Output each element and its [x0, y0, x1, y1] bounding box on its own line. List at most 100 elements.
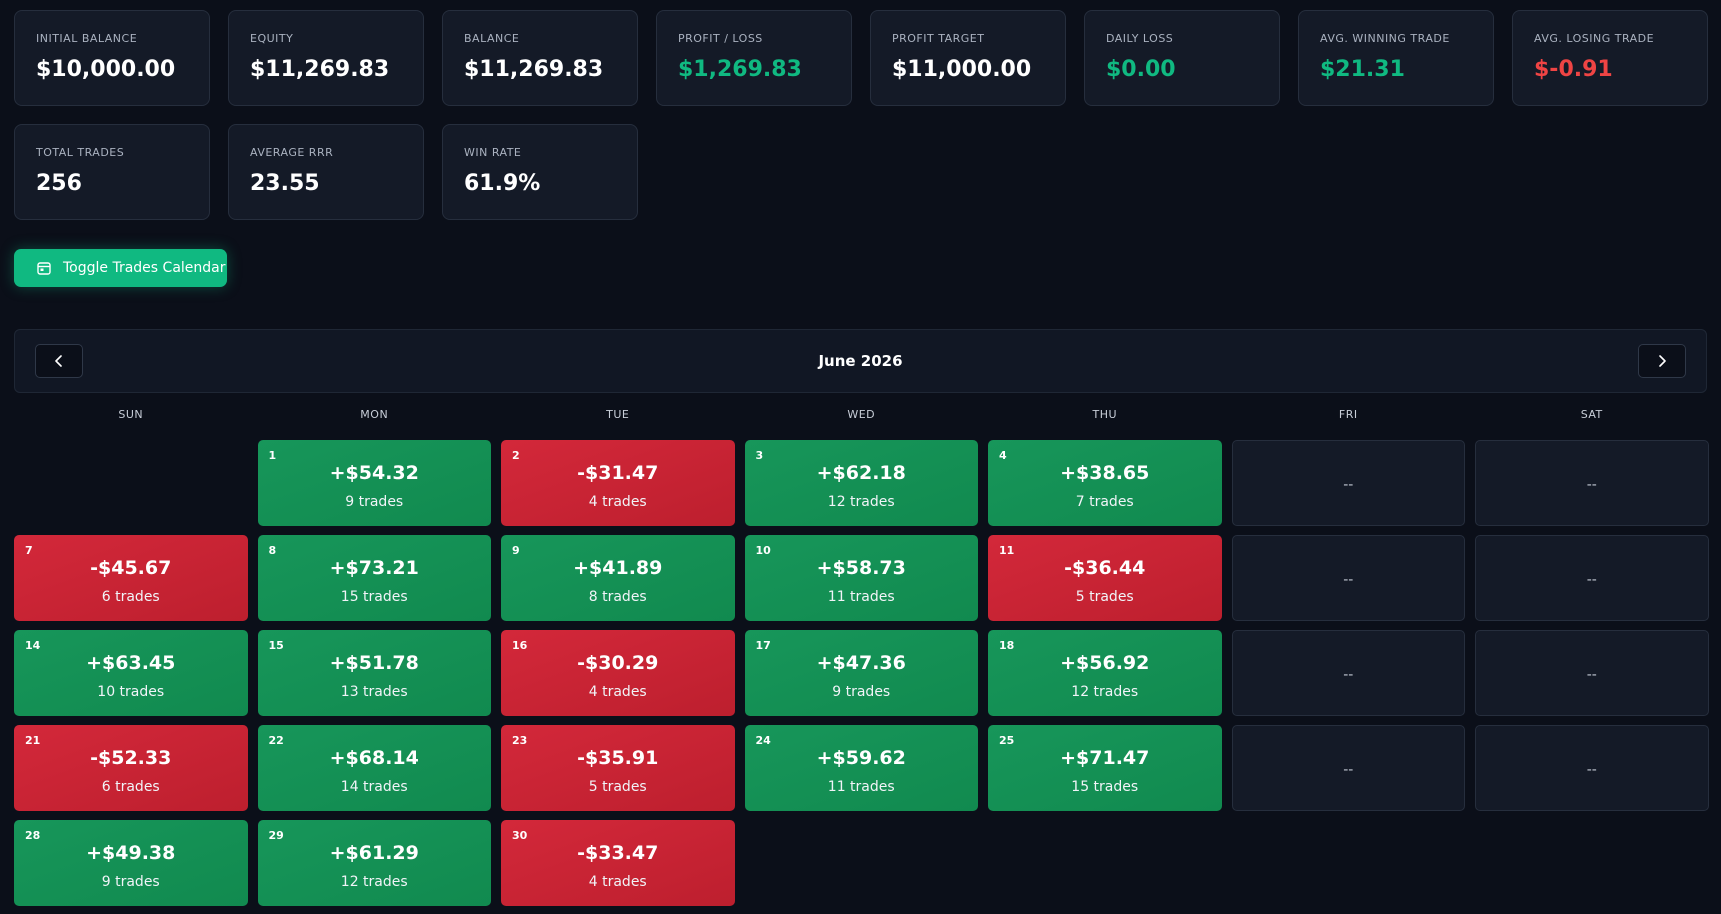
- stat-value: $1,269.83: [678, 57, 802, 82]
- calendar-day-no-trades[interactable]: --: [1475, 725, 1709, 811]
- calendar-day-loss[interactable]: 7 -$45.67 6 trades: [14, 535, 248, 621]
- day-pnl: +$38.65: [1060, 462, 1150, 484]
- day-trade-count: 4 trades: [588, 874, 647, 890]
- stat-label: TOTAL TRADES: [36, 146, 125, 159]
- stat-card-avg-losing-trade: AVG. LOSING TRADE $-0.91: [1512, 10, 1708, 106]
- next-month-button[interactable]: [1638, 344, 1686, 378]
- calendar-day-loss[interactable]: 21 -$52.33 6 trades: [14, 725, 248, 811]
- stat-label: PROFIT / LOSS: [678, 32, 763, 45]
- day-pnl: -$33.47: [577, 842, 659, 864]
- calendar-day-profit[interactable]: 18 +$56.92 12 trades: [988, 630, 1222, 716]
- prev-month-button[interactable]: [35, 344, 83, 378]
- calendar-day-profit[interactable]: 14 +$63.45 10 trades: [14, 630, 248, 716]
- toggle-trades-calendar-button[interactable]: Toggle Trades Calendar: [14, 249, 227, 287]
- day-trade-count: 13 trades: [340, 684, 408, 700]
- calendar-day-profit[interactable]: 24 +$59.62 11 trades: [744, 725, 978, 811]
- calendar-day-profit[interactable]: 9 +$41.89 8 trades: [501, 535, 735, 621]
- day-number: 4: [999, 449, 1007, 462]
- calendar-day-profit[interactable]: 4 +$38.65 7 trades: [988, 440, 1222, 526]
- stat-card-win-rate: WIN RATE 61.9%: [442, 124, 638, 220]
- stat-card-initial-balance: INITIAL BALANCE $10,000.00: [14, 10, 210, 106]
- calendar-day-profit[interactable]: 28 +$49.38 9 trades: [14, 820, 248, 906]
- no-trades-placeholder: --: [1343, 667, 1354, 683]
- day-number: 15: [268, 639, 284, 652]
- calendar-day-profit[interactable]: 8 +$73.21 15 trades: [257, 535, 491, 621]
- calendar-day-loss[interactable]: 30 -$33.47 4 trades: [501, 820, 735, 906]
- day-trade-count: 10 trades: [97, 684, 165, 700]
- calendar-day-no-trades[interactable]: --: [1231, 440, 1465, 526]
- day-pnl: -$45.67: [90, 557, 172, 579]
- stat-value: $0.00: [1106, 57, 1176, 82]
- calendar-day-loss[interactable]: 11 -$36.44 5 trades: [988, 535, 1222, 621]
- calendar-day-no-trades[interactable]: --: [1231, 535, 1465, 621]
- day-trade-count: 15 trades: [340, 589, 408, 605]
- day-number: 1: [268, 449, 277, 462]
- calendar-day-profit[interactable]: 29 +$61.29 12 trades: [257, 820, 491, 906]
- weekday-label: MON: [360, 408, 389, 421]
- day-number: 28: [25, 829, 41, 842]
- day-trade-count: 6 trades: [101, 779, 160, 795]
- stat-value: $11,269.83: [250, 57, 390, 82]
- weekday-label: WED: [847, 408, 876, 421]
- stat-label: WIN RATE: [464, 146, 522, 159]
- toggle-button-label: Toggle Trades Calendar: [63, 260, 226, 276]
- calendar-day-profit[interactable]: 15 +$51.78 13 trades: [257, 630, 491, 716]
- day-number: 10: [755, 544, 771, 557]
- day-number: 29: [268, 829, 284, 842]
- day-trade-count: 4 trades: [588, 494, 647, 510]
- calendar-day-profit[interactable]: 17 +$47.36 9 trades: [744, 630, 978, 716]
- calendar-day-loss[interactable]: 16 -$30.29 4 trades: [501, 630, 735, 716]
- day-trade-count: 12 trades: [340, 874, 408, 890]
- day-number: 18: [999, 639, 1015, 652]
- day-number: 11: [999, 544, 1015, 557]
- day-pnl: +$47.36: [816, 652, 906, 674]
- day-number: 3: [755, 449, 764, 462]
- calendar-day-profit[interactable]: 1 +$54.32 9 trades: [257, 440, 491, 526]
- calendar-day-no-trades[interactable]: --: [1231, 725, 1465, 811]
- day-trade-count: 5 trades: [588, 779, 647, 795]
- day-number: 22: [268, 734, 284, 747]
- day-pnl: +$71.47: [1060, 747, 1150, 769]
- stat-value: 23.55: [250, 171, 320, 196]
- no-trades-placeholder: --: [1586, 762, 1597, 778]
- calendar-day-no-trades[interactable]: --: [1475, 630, 1709, 716]
- day-pnl: +$62.18: [816, 462, 906, 484]
- day-trade-count: 9 trades: [101, 874, 160, 890]
- calendar-day-loss[interactable]: 2 -$31.47 4 trades: [501, 440, 735, 526]
- weekday-label: THU: [1092, 408, 1118, 421]
- calendar-day-profit[interactable]: 22 +$68.14 14 trades: [257, 725, 491, 811]
- day-pnl: +$51.78: [329, 652, 419, 674]
- calendar-day-no-trades[interactable]: --: [1475, 440, 1709, 526]
- stat-card-total-trades: TOTAL TRADES 256: [14, 124, 210, 220]
- stat-value: 256: [36, 171, 82, 196]
- calendar-day-profit[interactable]: 25 +$71.47 15 trades: [988, 725, 1222, 811]
- calendar-day-profit[interactable]: 10 +$58.73 11 trades: [744, 535, 978, 621]
- month-title: June 2026: [818, 352, 903, 370]
- stat-label: INITIAL BALANCE: [36, 32, 138, 45]
- no-trades-placeholder: --: [1343, 572, 1354, 588]
- day-pnl: +$63.45: [86, 652, 176, 674]
- weekday-label: TUE: [606, 408, 630, 421]
- calendar-day-profit[interactable]: 3 +$62.18 12 trades: [744, 440, 978, 526]
- day-number: 7: [25, 544, 33, 557]
- day-trade-count: 5 trades: [1075, 589, 1134, 605]
- chevron-left-icon: [54, 352, 64, 371]
- day-pnl: -$31.47: [577, 462, 659, 484]
- calendar-day-no-trades[interactable]: --: [1231, 630, 1465, 716]
- day-trade-count: 11 trades: [827, 589, 895, 605]
- stat-card-profit-loss: PROFIT / LOSS $1,269.83: [656, 10, 852, 106]
- no-trades-placeholder: --: [1343, 762, 1354, 778]
- day-trade-count: 12 trades: [827, 494, 895, 510]
- day-pnl: +$49.38: [86, 842, 176, 864]
- stat-card-avg-winning-trade: AVG. WINNING TRADE $21.31: [1298, 10, 1494, 106]
- stat-card-average-rrr: AVERAGE RRR 23.55: [228, 124, 424, 220]
- day-number: 2: [512, 449, 520, 462]
- stat-label: AVG. WINNING TRADE: [1320, 32, 1450, 45]
- stat-label: EQUITY: [250, 32, 294, 45]
- stat-value: $-0.91: [1534, 57, 1613, 82]
- calendar-day-loss[interactable]: 23 -$35.91 5 trades: [501, 725, 735, 811]
- calendar-day-no-trades[interactable]: --: [1475, 535, 1709, 621]
- stat-card-daily-loss: DAILY LOSS $0.00: [1084, 10, 1280, 106]
- stat-label: AVG. LOSING TRADE: [1534, 32, 1655, 45]
